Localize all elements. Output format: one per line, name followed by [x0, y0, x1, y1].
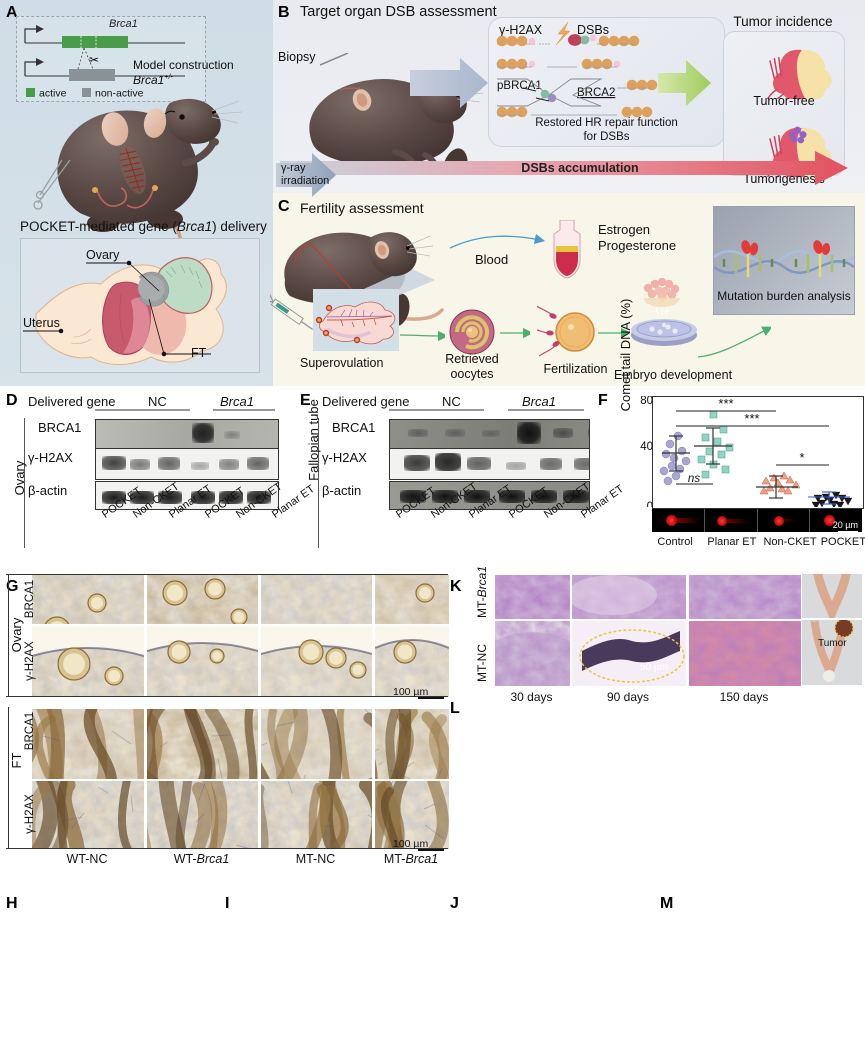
svg-text:γ-H2AX: γ-H2AX — [499, 23, 543, 37]
svg-text:***: *** — [744, 411, 759, 426]
svg-text:Ovary: Ovary — [86, 248, 120, 262]
svg-text:BRCA2: BRCA2 — [577, 87, 615, 99]
svg-text:*: * — [799, 450, 804, 465]
svg-text:Brca1: Brca1 — [109, 18, 138, 30]
svg-text:ns: ns — [688, 473, 700, 485]
svg-text:pBRCA1: pBRCA1 — [497, 80, 542, 92]
svg-text:DSBs accumulation: DSBs accumulation — [521, 161, 638, 175]
svg-text:FT: FT — [191, 346, 207, 360]
svg-text:Uterus: Uterus — [23, 316, 60, 330]
svg-text:***: *** — [718, 396, 733, 411]
svg-text:✂: ✂ — [89, 53, 99, 67]
